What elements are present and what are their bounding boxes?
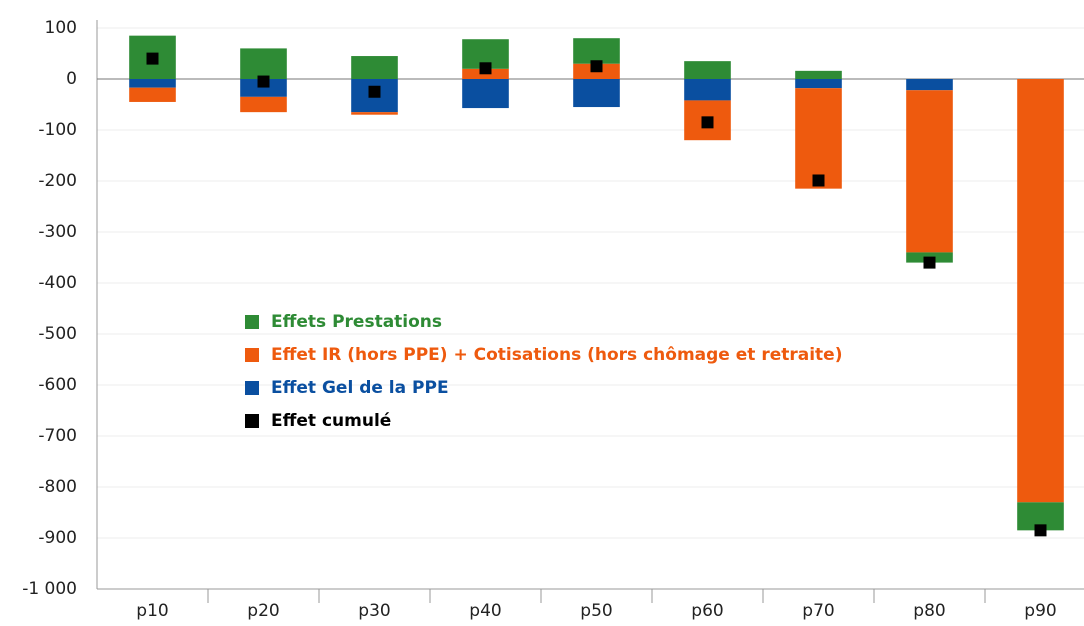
bar-segment <box>240 79 287 97</box>
legend-swatch <box>245 381 259 395</box>
y-tick-label: -600 <box>38 375 77 395</box>
x-tick-label: p60 <box>691 601 723 621</box>
bar-segment <box>573 79 620 108</box>
bar-segment <box>1017 79 1064 503</box>
bar-segment <box>906 79 953 91</box>
y-tick-label: -200 <box>38 171 77 191</box>
x-tick-label: p90 <box>1024 601 1056 621</box>
x-tick-label: p40 <box>469 601 501 621</box>
legend-swatch <box>245 348 259 362</box>
legend-label: Effet Gel de la PPE <box>271 378 449 398</box>
bar-segment <box>906 90 953 253</box>
legend-swatch <box>245 414 259 428</box>
bar-segment <box>573 38 620 64</box>
legend-label: Effet IR (hors PPE) + Cotisations (hors … <box>271 345 842 365</box>
bar-segment <box>462 79 509 109</box>
legend-swatch <box>245 315 259 329</box>
cumulative-marker <box>368 85 381 98</box>
y-tick-label: -400 <box>38 273 77 293</box>
cumulative-marker <box>701 116 714 129</box>
y-tick-label: -500 <box>38 324 77 344</box>
bar-segment <box>795 79 842 89</box>
y-tick-label: -900 <box>38 528 77 548</box>
bar-segment <box>240 96 287 113</box>
cumulative-marker <box>257 75 270 88</box>
cumulative-marker <box>923 256 936 269</box>
y-tick-label: -300 <box>38 222 77 242</box>
bar-segment <box>795 70 842 79</box>
legend-label: Effet cumulé <box>271 411 391 431</box>
bar-segment <box>129 87 176 102</box>
cumulative-marker <box>590 60 603 73</box>
x-tick-label: p30 <box>358 601 390 621</box>
y-tick-label: -700 <box>38 426 77 446</box>
cumulative-marker <box>479 62 492 75</box>
bar-segment <box>795 88 842 189</box>
x-tick-label: p80 <box>913 601 945 621</box>
y-tick-label: -100 <box>38 120 77 140</box>
y-tick-label: 100 <box>45 18 77 38</box>
bar-segment <box>129 79 176 88</box>
x-tick-label: p70 <box>802 601 834 621</box>
y-tick-label: -800 <box>38 477 77 497</box>
y-tick-label: -1 000 <box>22 579 77 599</box>
cumulative-marker <box>1034 524 1047 537</box>
bar-segment <box>351 112 398 115</box>
legend-label: Effets Prestations <box>271 312 442 332</box>
bar-segment <box>684 61 731 79</box>
y-tick-label: 0 <box>66 69 77 89</box>
bar-segment <box>351 56 398 79</box>
bar-segment <box>240 48 287 79</box>
x-tick-label: p10 <box>136 601 168 621</box>
x-tick-label: p20 <box>247 601 279 621</box>
cumulative-marker <box>812 174 825 187</box>
cumulative-marker <box>146 52 159 65</box>
x-tick-label: p50 <box>580 601 612 621</box>
bar-segment <box>684 79 731 101</box>
